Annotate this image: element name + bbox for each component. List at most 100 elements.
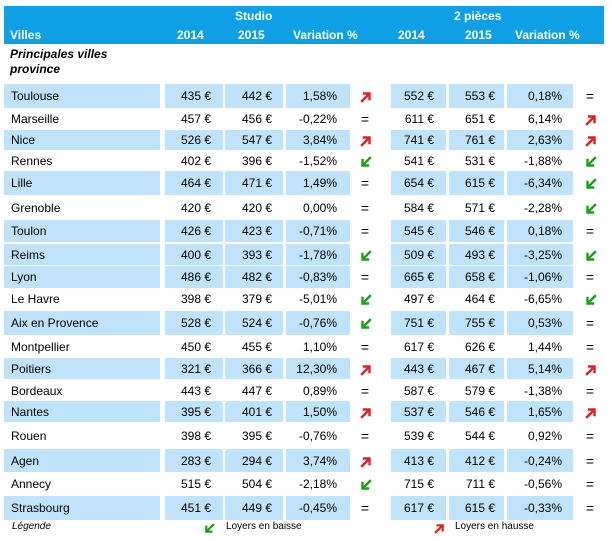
row-band (4, 220, 160, 242)
row-band (507, 171, 573, 195)
row-band (165, 496, 223, 520)
row-band (165, 358, 223, 379)
row-band (165, 84, 223, 108)
row-band (286, 449, 350, 472)
studio-2014-value: 450 € (180, 339, 211, 354)
studio-2015-value: 504 € (241, 477, 272, 491)
row-band (4, 244, 160, 265)
row-band (165, 244, 223, 265)
two-pieces-var-value: 0,18% (527, 89, 562, 103)
two-pieces-var-value: -3,25% (523, 247, 562, 262)
two-pieces-2014-value: 537 € (403, 404, 434, 419)
two-pieces-2015-value: 658 € (464, 270, 495, 284)
studio-var-value: -2,18% (298, 477, 337, 491)
equal-icon: = (585, 428, 595, 444)
city-name: Nice (11, 133, 36, 147)
row-band (391, 130, 446, 150)
studio-2015-value: 524 € (241, 316, 272, 330)
studio-2014-value: 402 € (180, 154, 211, 168)
arrow-up-right-icon (360, 406, 372, 419)
row-band (286, 220, 350, 242)
row-band (449, 266, 504, 288)
equal-icon: = (585, 315, 595, 331)
legend-down-label: Loyers en baisse (226, 521, 302, 532)
studio-var-value: 3,74% (302, 453, 337, 468)
row-band (165, 130, 223, 150)
arrow-down-left-icon (360, 317, 372, 329)
row-band (225, 311, 283, 335)
studio-2015-value: 423 € (241, 224, 272, 238)
row-band (225, 401, 283, 422)
two-pieces-var-value: -6,34% (523, 176, 562, 190)
two-pieces-2015-value: 467 € (464, 361, 495, 376)
studio-2015-value: 482 € (241, 270, 272, 284)
two-pieces-var-value: 1,44% (527, 339, 562, 354)
studio-var-value: -0,76% (298, 429, 337, 443)
row-band (165, 266, 223, 288)
two-pieces-2014-value: 587 € (403, 384, 434, 398)
two-pieces-2015-value: 755 € (464, 316, 495, 330)
table-row: Lille 464 € 471 € 1,49% 654 € 615 € -6,34% = (0, 171, 612, 195)
equal-icon: = (585, 269, 595, 285)
two-pieces-2015-value: 546 € (464, 224, 495, 238)
row-band (4, 358, 160, 379)
two-pieces-var-value: 0,92% (527, 429, 562, 443)
studio-2015-value: 393 € (241, 247, 272, 262)
table-row: Grenoble 420 € 420 € 0,00% 584 € 571 € -2,28% = (0, 197, 612, 219)
studio-var-value: 0,00% (302, 201, 337, 215)
row-band (507, 244, 573, 265)
arrow-up-right-icon (585, 363, 597, 376)
two-pieces-2015-value: 493 € (464, 247, 495, 262)
arrow-up-right-icon (434, 521, 445, 534)
row-band (165, 220, 223, 242)
two-pieces-var-value: -2,28% (523, 201, 562, 215)
two-pieces-2014-value: 617 € (403, 339, 434, 354)
studio-var-value: -0,22% (298, 112, 337, 126)
studio-2014-value: 398 € (180, 429, 211, 443)
city-name: Rouen (11, 429, 47, 443)
two-pieces-2014-value: 665 € (403, 270, 434, 284)
studio-var-value: -0,45% (298, 501, 337, 515)
row-band (225, 449, 283, 472)
two-pieces-2015-value: 615 € (464, 176, 495, 190)
legend-title: Légende (12, 521, 51, 532)
arrow-down-left-icon (585, 155, 597, 167)
arrow-down-left-icon (585, 177, 597, 189)
row-band (507, 220, 573, 242)
row-band (391, 401, 446, 422)
two-pieces-2015-value: 626 € (464, 339, 495, 354)
table-row: Poitiers 321 € 366 € 12,30% 443 € 467 € 5,14% (0, 358, 612, 379)
row-band (4, 171, 160, 195)
two-pieces-var-value: -0,56% (523, 477, 562, 491)
row-band (286, 401, 350, 422)
equal-icon: = (360, 175, 370, 191)
city-name: Toulouse (11, 89, 60, 103)
studio-2015-value: 396 € (241, 154, 272, 168)
column-header-2pieces-2014: 2014 (398, 28, 425, 42)
studio-2015-value: 547 € (241, 133, 272, 147)
two-pieces-2015-value: 546 € (464, 404, 495, 419)
group-header-2-pieces: 2 pièces (454, 9, 502, 23)
two-pieces-2014-value: 611 € (404, 112, 434, 126)
two-pieces-2014-value: 741 € (403, 133, 434, 147)
row-band (4, 449, 160, 472)
row-band (165, 401, 223, 422)
equal-icon: = (360, 269, 370, 285)
equal-icon: = (585, 383, 595, 399)
two-pieces-2014-value: 751 € (403, 316, 434, 330)
column-header-studio-2015: 2015 (238, 28, 265, 42)
row-band (165, 311, 223, 335)
two-pieces-2014-value: 715 € (403, 477, 434, 491)
studio-2015-value: 447 € (241, 384, 272, 398)
studio-var-value: 1,10% (302, 339, 337, 354)
two-pieces-2015-value: 464 € (464, 292, 495, 306)
arrow-down-left-icon (585, 293, 597, 305)
studio-2015-value: 449 € (241, 501, 272, 515)
studio-2014-value: 526 € (180, 133, 211, 147)
city-name: Marseille (11, 112, 60, 126)
row-band (449, 84, 504, 108)
two-pieces-2015-value: 571 € (464, 201, 495, 215)
column-header-2pieces-2015: 2015 (465, 28, 492, 42)
two-pieces-2014-value: 654 € (403, 176, 434, 190)
